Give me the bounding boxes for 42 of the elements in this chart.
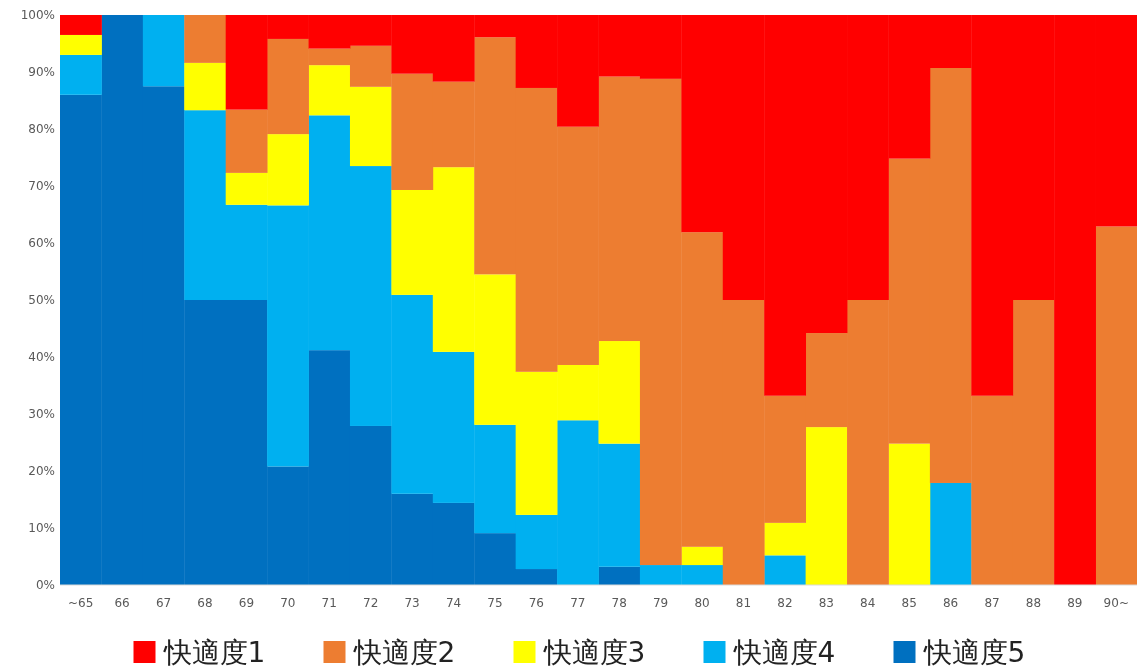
x-tick-label: 77 (570, 596, 586, 610)
x-tick-label: 74 (445, 596, 462, 610)
x-tick-label: 86 (942, 596, 959, 610)
y-tick-label: 0% (35, 578, 55, 592)
x-tick-label: 68 (197, 596, 213, 610)
x-tick-label: 78 (611, 596, 627, 610)
x-tick-label: 83 (818, 596, 834, 610)
x-tick-label: 76 (528, 596, 545, 610)
x-tick-label: ~65 (68, 596, 94, 610)
y-tick-label: 40% (28, 350, 55, 364)
legend-label: 快適度5 (922, 636, 1026, 669)
x-tick-label: 70 (280, 596, 296, 610)
x-tick-label: 85 (901, 596, 917, 610)
y-tick-label: 10% (28, 521, 55, 535)
legend-label: 快適度3 (542, 636, 646, 669)
x-tick-label: 71 (321, 596, 337, 610)
legend-label: 快適度4 (732, 636, 836, 669)
x-tick-label: 73 (404, 596, 420, 610)
x-tick-label: 75 (487, 596, 503, 610)
y-tick-label: 70% (28, 179, 55, 193)
y-tick-label: 20% (28, 464, 55, 478)
legend-label: 快適度1 (162, 636, 266, 669)
x-tick-label: 90~ (1103, 596, 1129, 610)
x-tick-label: 66 (114, 596, 130, 610)
y-tick-label: 90% (28, 65, 55, 79)
legend-label: 快適度2 (352, 636, 456, 669)
x-tick-label: 72 (363, 596, 379, 610)
y-tick-label: 30% (28, 407, 55, 421)
y-tick-label: 100% (20, 8, 55, 22)
x-tick-label: 80 (694, 596, 710, 610)
x-tick-label: 81 (735, 596, 752, 610)
x-tick-label: 88 (1025, 596, 1042, 610)
y-tick-label: 60% (28, 236, 55, 250)
x-tick-label: 82 (777, 596, 793, 610)
x-tick-label: 87 (984, 596, 1000, 610)
x-tick-label: 79 (652, 596, 669, 610)
x-tick-label: 67 (155, 596, 172, 610)
x-tick-label: 89 (1067, 596, 1083, 610)
y-tick-label: 50% (28, 293, 55, 307)
x-tick-label: 84 (860, 596, 876, 610)
y-tick-label: 80% (28, 122, 55, 136)
x-tick-label: 69 (238, 596, 255, 610)
